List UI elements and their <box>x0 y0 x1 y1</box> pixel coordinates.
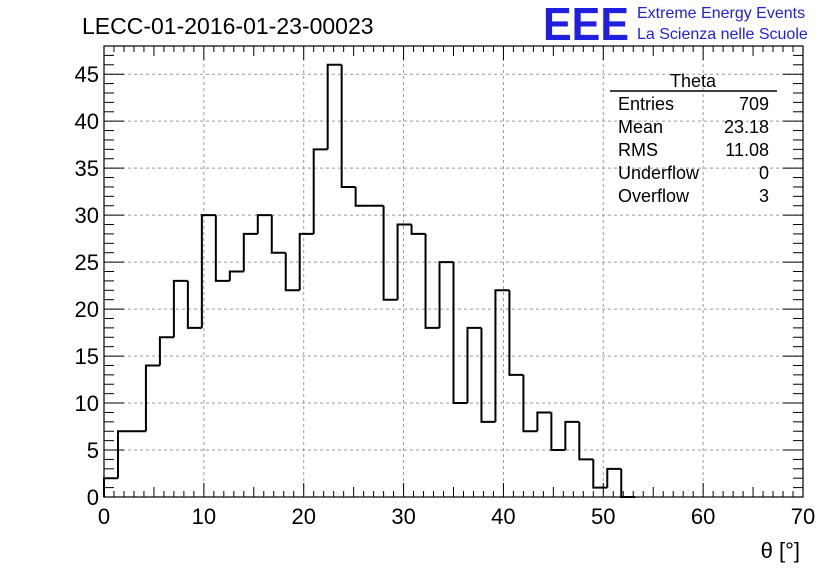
histogram-bin <box>522 374 538 433</box>
y-tick-label: 40 <box>75 109 99 134</box>
histogram-bin <box>214 215 230 282</box>
stats-label-underflow: Underflow <box>618 163 700 183</box>
histogram-bin <box>354 186 370 207</box>
stats-value-entries: 709 <box>739 94 769 114</box>
histogram-bin <box>116 430 132 479</box>
stats-value-rms: 11.08 <box>725 140 769 160</box>
x-tick-label: 30 <box>391 504 415 529</box>
x-tick-label: 70 <box>791 504 815 529</box>
stats-label-rms: RMS <box>618 140 658 160</box>
histogram-bin <box>228 270 244 281</box>
logo-tagline-1: Extreme Energy Events <box>637 5 805 22</box>
histogram-bin <box>508 290 524 376</box>
stats-row: Mean 23.18 <box>618 117 769 137</box>
histogram-bin <box>550 412 566 452</box>
histogram-bin <box>480 327 496 423</box>
histogram-bin <box>578 421 594 461</box>
x-tick-label: 0 <box>98 504 110 529</box>
stats-value-overflow: 3 <box>759 186 769 206</box>
histogram-bin <box>606 467 622 488</box>
histogram-bin <box>424 233 440 329</box>
histogram-bin <box>242 232 258 272</box>
histogram-bin <box>592 459 608 489</box>
x-axis-label: θ [°] <box>761 538 800 563</box>
y-tick-label: 45 <box>75 62 99 87</box>
x-tick-label: 60 <box>691 504 715 529</box>
stats-value-mean: 23.18 <box>724 117 769 137</box>
histogram-bin <box>270 215 286 254</box>
histogram-bin <box>298 232 314 291</box>
histogram-bin <box>312 148 328 234</box>
histogram-bin <box>466 326 482 404</box>
x-tick-label: 10 <box>192 504 216 529</box>
y-tick-label: 5 <box>87 438 99 463</box>
y-tick-label: 10 <box>75 391 99 416</box>
stats-label-overflow: Overflow <box>618 186 690 206</box>
x-tick-label: 50 <box>591 504 615 529</box>
y-tick-label: 25 <box>75 250 99 275</box>
x-tick-label: 40 <box>491 504 515 529</box>
stats-label-entries: Entries <box>618 94 674 114</box>
histogram-bin <box>158 336 174 366</box>
histogram-bin <box>200 214 216 328</box>
y-tick-label: 0 <box>87 485 99 510</box>
histogram-bin <box>186 280 202 329</box>
y-tick-label: 30 <box>75 203 99 228</box>
stats-row: RMS 11.08 <box>618 140 769 160</box>
histogram-bin <box>536 411 552 432</box>
histogram-bin <box>144 364 160 432</box>
logo-tagline-2: La Scienza nelle Scuole <box>637 26 808 43</box>
histogram-bin <box>438 261 454 328</box>
y-tick-label: 35 <box>75 156 99 181</box>
histogram-bin <box>452 262 468 405</box>
plot-frame <box>103 45 804 498</box>
histogram-bin <box>284 252 300 292</box>
histogram-bin <box>494 289 510 422</box>
histogram-bin <box>256 214 272 234</box>
eee-logo-mark: EEE <box>543 0 629 50</box>
stats-label-mean: Mean <box>618 117 663 137</box>
run-title: LECC-01-2016-01-23-00023 <box>82 13 374 39</box>
y-tick-label: 15 <box>75 344 99 369</box>
histogram-bin <box>326 63 342 150</box>
histogram-bin <box>172 279 188 338</box>
stats-row: Overflow 3 <box>618 186 769 206</box>
histogram-bin <box>564 420 580 451</box>
eee-logo: EEE Extreme Energy Events La Scienza nel… <box>543 0 808 50</box>
x-tick-label: 20 <box>291 504 315 529</box>
stats-row: Entries 709 <box>618 94 769 114</box>
histogram-bin <box>382 205 398 301</box>
x-tick-labels: 0 10 20 30 40 50 60 70 <box>98 504 815 529</box>
histogram-bin <box>396 223 412 300</box>
stats-row: Underflow 0 <box>618 163 769 183</box>
stats-value-underflow: 0 <box>759 163 769 183</box>
stats-box-title: Theta <box>670 71 717 91</box>
histogram-bin <box>340 64 356 188</box>
stats-box: Theta Entries 709 Mean 23.18 RMS 11.08 U… <box>610 71 777 206</box>
y-tick-labels: 0 5 10 15 20 25 30 35 40 45 <box>75 62 99 510</box>
histogram-bin <box>410 224 426 235</box>
y-tick-label: 20 <box>75 297 99 322</box>
